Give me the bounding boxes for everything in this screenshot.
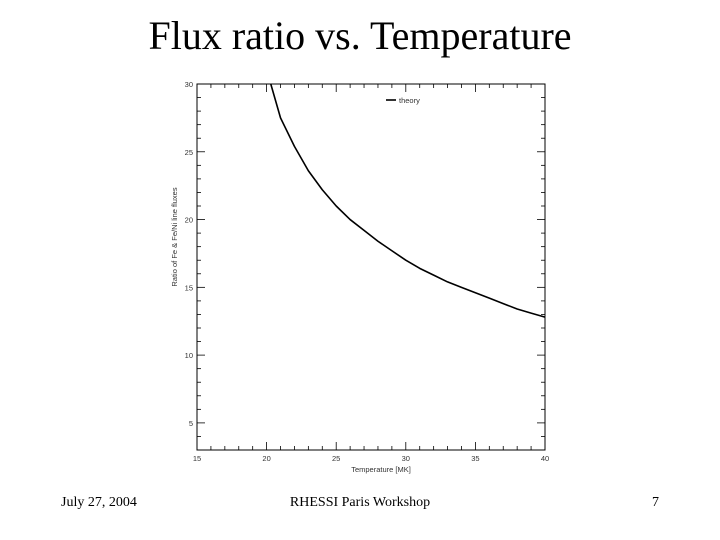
x-tick-label: 25 xyxy=(332,454,340,463)
footer-presentation-name: RHESSI Paris Workshop xyxy=(289,495,431,510)
y-tick-label: 20 xyxy=(185,216,193,225)
x-tick-label: 15 xyxy=(193,454,201,463)
x-axis-label: Temperature [MK] xyxy=(351,465,411,474)
y-tick-label: 30 xyxy=(185,80,193,89)
y-axis-label: Ratio of Fe & Fe/Ni line fluxes xyxy=(170,187,179,286)
y-tick-label: 25 xyxy=(185,148,193,157)
series-line-theory xyxy=(270,83,546,318)
chart: 15 20 25 30 35 40 5 10 15 20 25 30 Temperature [MK] R… xyxy=(160,78,560,478)
y-tick-label: 5 xyxy=(189,419,193,428)
footer-date: July 27, 2004 xyxy=(61,495,137,510)
chart-svg: 15 20 25 30 35 40 5 10 15 20 25 30 Temperature [MK] R… xyxy=(170,80,549,474)
footer-page-number: 7 xyxy=(652,495,659,510)
x-tick-label: 40 xyxy=(541,454,549,463)
y-tick-label: 10 xyxy=(185,351,193,360)
legend-label: theory xyxy=(399,96,420,105)
plot-frame xyxy=(196,83,546,451)
x-tick-label: 35 xyxy=(471,454,479,463)
y-tick-label: 15 xyxy=(185,283,193,292)
slide-title: Flux ratio vs. Temperature xyxy=(148,13,572,58)
x-tick-label: 20 xyxy=(262,454,270,463)
x-tick-label: 30 xyxy=(402,454,410,463)
